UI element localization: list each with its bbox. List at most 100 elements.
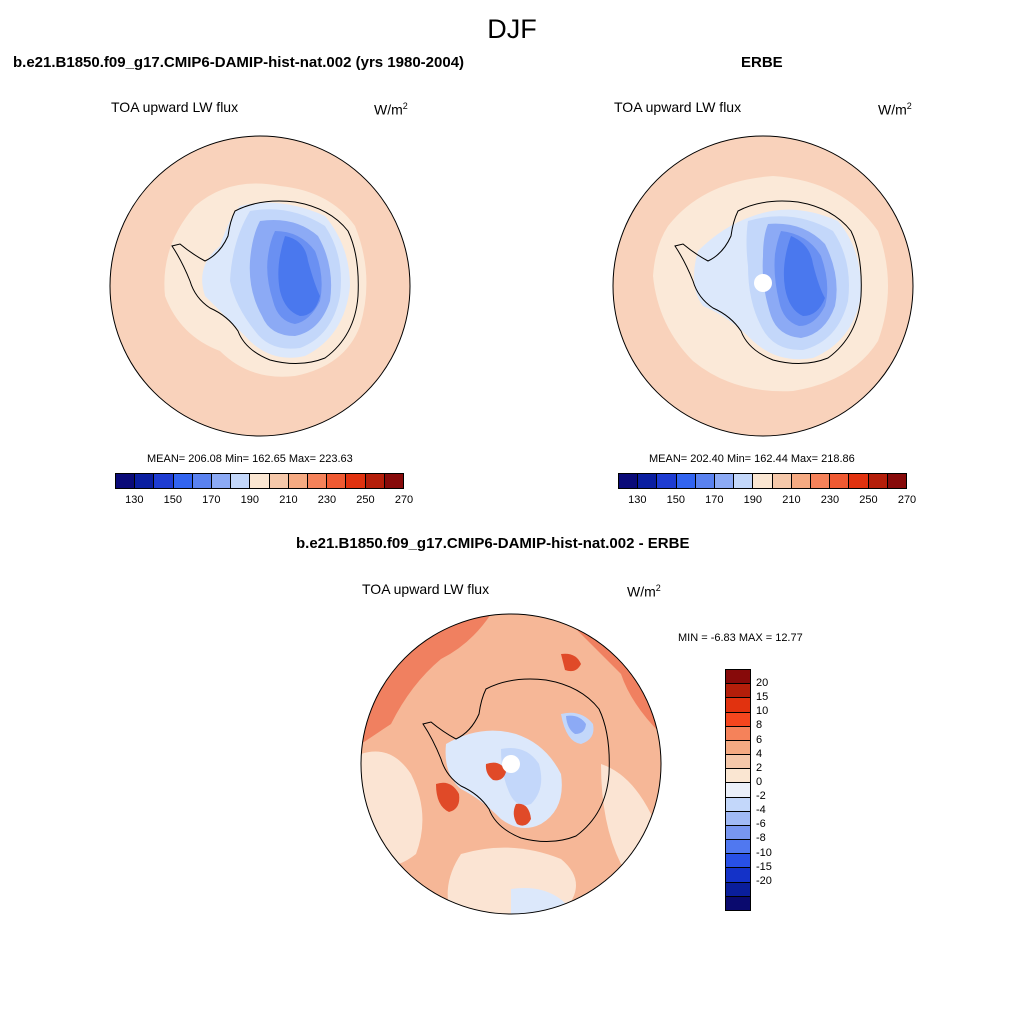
diff-colorbar-ticks: 20 15 10 8 6 4 2 0 -2 -4 -6 -8 -10 -15 -20: [756, 669, 796, 909]
obs-colorbar-box: [734, 474, 754, 488]
obs-colorbar-tick-label: 150: [666, 494, 685, 506]
model-colorbar-box: [384, 474, 404, 488]
diff-colorbar-box: [726, 670, 750, 685]
model-colorbar-tick-label: 270: [394, 494, 414, 506]
model-colorbar-box: [212, 474, 232, 488]
diff-variable-label: TOA upward LW flux: [362, 581, 490, 597]
obs-colorbar-tick-label: 210: [782, 494, 801, 506]
diff-colorbar-tick-label: -10: [756, 846, 772, 859]
diff-colorbar-box: [726, 740, 750, 756]
obs-colorbar-box: [676, 474, 696, 488]
obs-deep-blue-zone: [783, 236, 825, 316]
diff-colorbar-box: [726, 698, 750, 713]
diff-map: [360, 613, 662, 915]
diff-units-label: W/m2: [627, 583, 661, 600]
obs-pole-hole: [754, 274, 772, 292]
diff-colorbar-tick-label: -6: [756, 818, 766, 831]
diff-colorbar-tick-label: 2: [756, 761, 763, 774]
model-colorbar-box: [327, 474, 347, 488]
diff-colorbar-box: [726, 854, 750, 869]
diff-pole-hole: [502, 755, 520, 773]
model-colorbar-box: [135, 474, 155, 488]
model-coastline: [171, 200, 359, 364]
diff-colorbar-box: [726, 712, 750, 727]
diff-pale-blue-interior: [445, 730, 562, 828]
model-colorbar-box: [116, 474, 136, 488]
obs-colorbar-box: [849, 474, 869, 488]
obs-colorbar-box: [715, 474, 735, 488]
obs-panel-title: ERBE: [741, 54, 783, 71]
model-deep-blue-zone: [278, 236, 320, 316]
diff-colorbar-tick-label: 6: [756, 733, 763, 746]
diff-colorbar: 20 15 10 8 6 4 2 0 -2 -4 -6 -8 -10 -15 -20: [725, 669, 772, 911]
obs-colorbar-tick-label: 170: [705, 494, 724, 506]
obs-map: [612, 135, 914, 437]
diff-colorbar-tick-label: 20: [756, 677, 769, 690]
obs-colorbar-ticks: 130 150 170 190 210 230 250 270: [618, 494, 916, 508]
obs-colorbar: 130 150 170 190 210 230 250 270: [618, 473, 916, 506]
diff-colorbar-box: [726, 769, 750, 784]
model-colorbar-box: [250, 474, 270, 488]
model-colorbar-box: [231, 474, 251, 488]
diff-red-patch-1: [436, 782, 460, 812]
obs-colorbar-boxes: [618, 473, 907, 489]
model-variable-label: TOA upward LW flux: [111, 99, 239, 115]
model-panel-title: b.e21.B1850.f09_g17.CMIP6-DAMIP-hist-nat…: [13, 54, 465, 71]
season-title: DJF: [487, 14, 537, 44]
diff-red-patch-3: [513, 803, 531, 826]
diff-colorbar-tick-label: 10: [756, 705, 769, 718]
model-colorbar-box: [192, 474, 213, 488]
obs-colorbar-box: [619, 474, 639, 488]
diff-red-patch-4: [561, 653, 581, 672]
diff-stats: MIN = -6.83 MAX = 12.77: [678, 632, 803, 644]
diff-colorbar-tick-label: -15: [756, 860, 772, 873]
obs-colorbar-box: [772, 474, 792, 488]
diff-colorbar-box: [726, 783, 750, 798]
model-colorbar-box: [308, 474, 328, 488]
model-colorbar-tick-label: 210: [279, 494, 298, 506]
model-map-border: [109, 135, 411, 437]
model-map: [109, 135, 411, 437]
obs-colorbar-box: [811, 474, 831, 488]
diff-colorbar-tick-label: -8: [756, 832, 766, 845]
diff-colorbar-box: [726, 684, 750, 699]
diff-colorbar-tick-label: 0: [756, 775, 763, 788]
diff-colorbar-box: [726, 868, 750, 883]
model-colorbar-box: [154, 474, 174, 488]
diff-colorbar-tick-label: -2: [756, 790, 766, 803]
obs-colorbar-box: [638, 474, 658, 488]
model-colorbar-tick-label: 130: [125, 494, 144, 506]
obs-colorbar-box: [753, 474, 773, 488]
diff-red-patch-2: [485, 762, 506, 781]
diff-coastline: [422, 678, 610, 842]
diff-colorbar-tick-label: -20: [756, 874, 772, 887]
obs-colorbar-tick-label: 270: [897, 494, 917, 506]
diff-colorbar-box: [726, 755, 750, 770]
model-colorbar-boxes: [115, 473, 404, 489]
diff-pale-blue-south: [511, 888, 566, 914]
diff-colorbar-tick-label: 15: [756, 691, 769, 704]
diff-panel-title: b.e21.B1850.f09_g17.CMIP6-DAMIP-hist-nat…: [296, 535, 690, 552]
diff-mid-blue-patch: [566, 715, 586, 734]
obs-stats: MEAN= 202.40 Min= 162.44 Max= 218.86: [649, 453, 855, 465]
obs-variable-label: TOA upward LW flux: [614, 99, 742, 115]
diff-colorbar-tick-label: -4: [756, 804, 766, 817]
obs-map-border: [612, 135, 914, 437]
model-units-label: W/m2: [374, 101, 408, 118]
diff-colorbar-box: [726, 797, 750, 812]
diff-map-border: [360, 613, 662, 915]
diff-colorbar-tick-label: 4: [756, 747, 763, 760]
obs-colorbar-box: [657, 474, 677, 488]
obs-colorbar-tick-label: 190: [743, 494, 763, 506]
model-colorbar-tick-label: 190: [240, 494, 260, 506]
obs-colorbar-box: [868, 474, 888, 488]
obs-coastline: [674, 200, 862, 364]
model-stats: MEAN= 206.08 Min= 162.65 Max= 223.63: [147, 453, 353, 465]
obs-units-label: W/m2: [878, 101, 912, 118]
obs-colorbar-box: [695, 474, 716, 488]
obs-colorbar-tick-label: 250: [859, 494, 878, 506]
model-colorbar-box: [269, 474, 289, 488]
model-colorbar-tick-label: 230: [317, 494, 337, 506]
model-colorbar-box: [173, 474, 193, 488]
model-colorbar-tick-label: 250: [356, 494, 375, 506]
